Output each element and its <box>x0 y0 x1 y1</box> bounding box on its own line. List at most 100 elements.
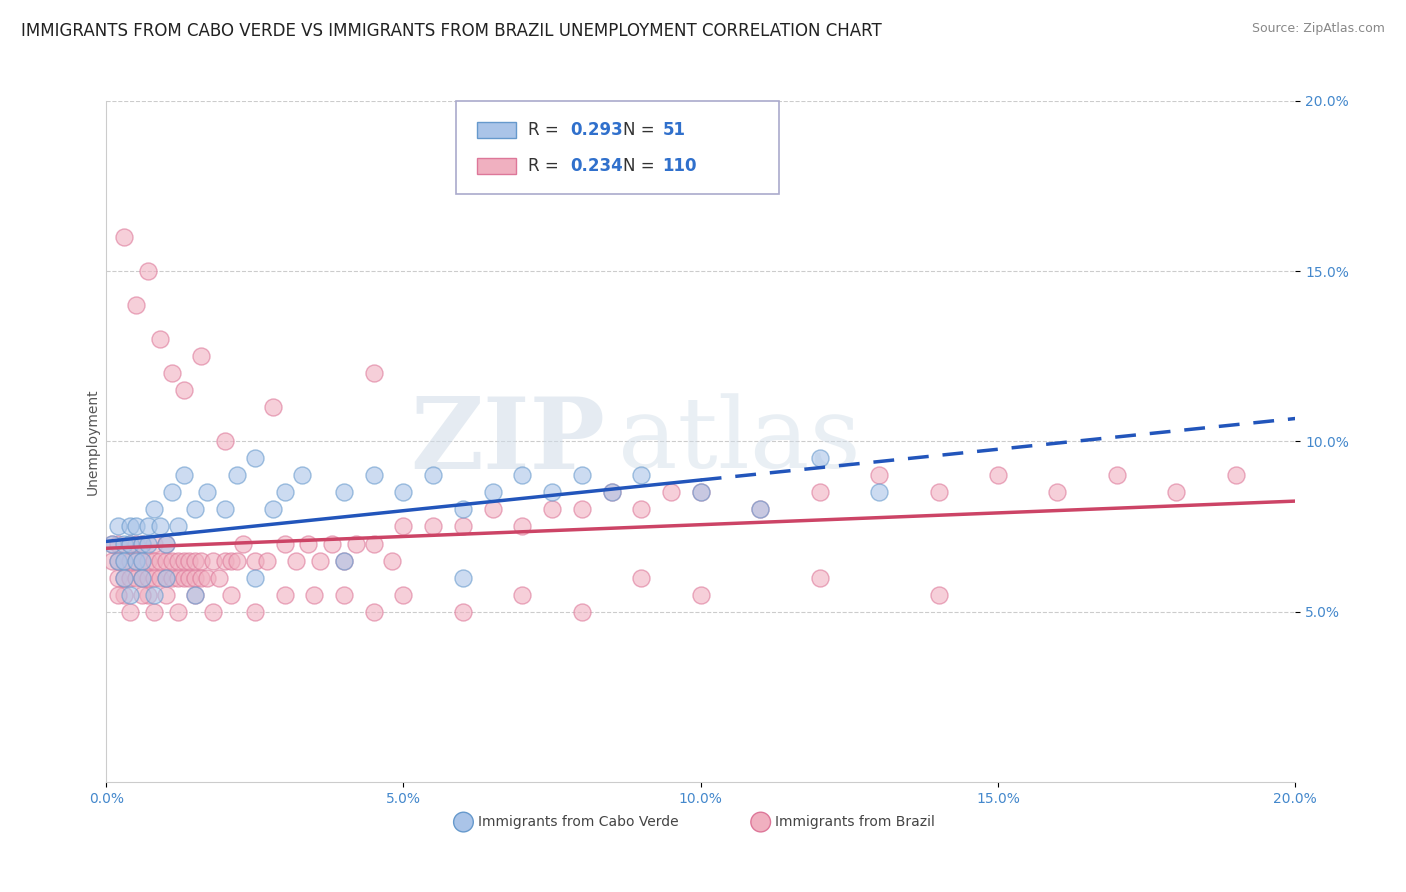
Point <box>149 571 172 585</box>
Point <box>107 553 129 567</box>
Point <box>101 536 124 550</box>
Point <box>131 553 153 567</box>
Point <box>160 366 183 380</box>
Point <box>107 553 129 567</box>
Point <box>112 536 135 550</box>
Point <box>131 571 153 585</box>
Point <box>125 571 148 585</box>
Point <box>243 571 266 585</box>
Point <box>107 571 129 585</box>
Point <box>219 588 242 602</box>
Text: 110: 110 <box>662 157 697 175</box>
Point <box>987 468 1010 483</box>
Point <box>291 468 314 483</box>
Point <box>149 332 172 346</box>
Point <box>107 519 129 533</box>
Point <box>749 502 772 516</box>
Point <box>309 553 332 567</box>
Point <box>155 553 177 567</box>
Point <box>166 553 188 567</box>
Point <box>131 571 153 585</box>
Point <box>101 553 124 567</box>
Point <box>112 553 135 567</box>
Point <box>1046 485 1069 500</box>
Point <box>630 571 652 585</box>
Point <box>149 553 172 567</box>
Point <box>155 536 177 550</box>
Point <box>142 571 165 585</box>
Point <box>190 349 212 363</box>
Point <box>600 485 623 500</box>
Point <box>160 553 183 567</box>
Point <box>512 519 534 533</box>
Text: ZIP: ZIP <box>411 392 606 490</box>
Point <box>184 553 207 567</box>
Point <box>630 468 652 483</box>
Point <box>112 230 135 244</box>
Point <box>184 588 207 602</box>
Point <box>173 553 195 567</box>
Text: R =: R = <box>527 121 564 139</box>
Point <box>149 519 172 533</box>
Point <box>184 571 207 585</box>
Point <box>630 502 652 516</box>
Text: IMMIGRANTS FROM CABO VERDE VS IMMIGRANTS FROM BRAZIL UNEMPLOYMENT CORRELATION CH: IMMIGRANTS FROM CABO VERDE VS IMMIGRANTS… <box>21 22 882 40</box>
Point <box>321 536 343 550</box>
Point <box>155 536 177 550</box>
Point <box>363 366 385 380</box>
Point <box>262 502 284 516</box>
Point <box>392 519 415 533</box>
Point <box>184 588 207 602</box>
Point <box>422 519 444 533</box>
Point <box>166 519 188 533</box>
Point <box>297 536 319 550</box>
Point <box>243 605 266 619</box>
Point <box>571 468 593 483</box>
Point <box>749 502 772 516</box>
Point <box>868 468 890 483</box>
Text: R =: R = <box>527 157 564 175</box>
Point <box>173 384 195 398</box>
Point <box>363 605 385 619</box>
Point <box>481 485 503 500</box>
Point <box>808 485 831 500</box>
Point <box>451 605 474 619</box>
Point <box>512 588 534 602</box>
Point <box>142 588 165 602</box>
Point <box>118 519 141 533</box>
Point <box>131 553 153 567</box>
Point <box>136 264 159 278</box>
Point <box>142 605 165 619</box>
Point <box>381 553 404 567</box>
Point <box>112 571 135 585</box>
Point <box>202 553 225 567</box>
Point <box>262 401 284 415</box>
Point <box>541 485 564 500</box>
Point <box>166 571 188 585</box>
Point <box>112 571 135 585</box>
Point <box>214 502 236 516</box>
Point <box>512 468 534 483</box>
Point <box>659 485 682 500</box>
Text: N =: N = <box>623 121 659 139</box>
Point <box>541 502 564 516</box>
Point <box>184 502 207 516</box>
Point <box>243 553 266 567</box>
Point <box>173 468 195 483</box>
Text: N =: N = <box>623 157 659 175</box>
Point <box>285 553 308 567</box>
Point <box>214 553 236 567</box>
Point <box>304 588 326 602</box>
Point <box>179 571 201 585</box>
Point <box>689 485 711 500</box>
Text: 0.234: 0.234 <box>569 157 623 175</box>
Point <box>107 536 129 550</box>
Point <box>481 502 503 516</box>
Point <box>451 519 474 533</box>
Point <box>226 468 249 483</box>
Point <box>107 588 129 602</box>
Point <box>142 502 165 516</box>
Point <box>136 571 159 585</box>
Point <box>256 553 278 567</box>
Point <box>689 588 711 602</box>
